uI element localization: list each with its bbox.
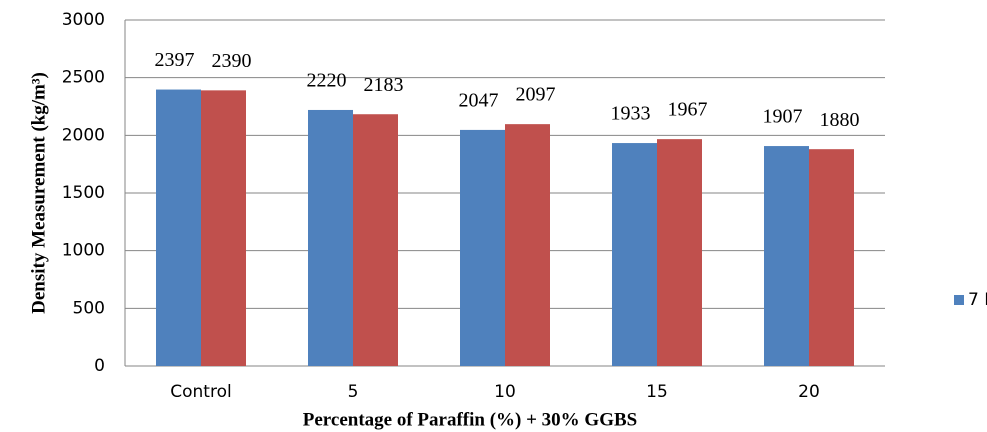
- y-tick-label: 0: [94, 356, 105, 376]
- y-axis-label: Density Measurement (kg/m³): [28, 72, 49, 314]
- bar: [612, 143, 657, 366]
- data-label: 2047: [459, 90, 499, 112]
- bar: [201, 90, 246, 366]
- legend-label: 7 Days: [968, 290, 987, 310]
- bar: [156, 89, 201, 367]
- bar: [764, 146, 809, 366]
- bar: [353, 114, 398, 367]
- data-label: 1907: [763, 106, 803, 128]
- data-label: 1880: [820, 109, 860, 131]
- y-tick-label: 500: [73, 298, 105, 318]
- bar: [657, 139, 702, 366]
- y-tick-label: 2000: [62, 125, 105, 145]
- x-tick-label: 20: [798, 382, 820, 402]
- y-tick-label: 3000: [62, 10, 105, 30]
- data-label: 1933: [611, 103, 651, 125]
- data-label: 2097: [516, 84, 556, 106]
- x-tick-label: 15: [646, 382, 668, 402]
- bar: [460, 129, 505, 366]
- y-tick-label: 1000: [62, 241, 105, 261]
- bar: [809, 149, 854, 366]
- bar: [308, 109, 353, 367]
- legend-swatch: [954, 295, 964, 305]
- data-label: 2390: [212, 50, 252, 72]
- x-tick-label: Control: [170, 382, 231, 402]
- data-label: 2183: [364, 74, 404, 96]
- x-axis-label: Percentage of Paraffin (%) + 30% GGBS: [303, 409, 637, 430]
- x-tick-label: 5: [348, 382, 359, 402]
- bar: [505, 124, 550, 367]
- data-label: 2220: [307, 70, 347, 92]
- data-label: 1967: [668, 99, 708, 121]
- x-tick-label: 10: [494, 382, 516, 402]
- data-label: 2397: [155, 49, 195, 71]
- y-tick-label: 2500: [62, 68, 105, 88]
- y-tick-label: 1500: [62, 183, 105, 203]
